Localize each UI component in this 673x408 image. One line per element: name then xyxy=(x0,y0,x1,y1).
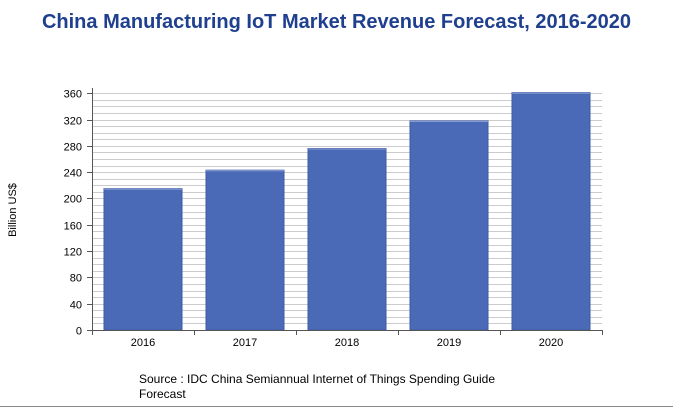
bar-2020 xyxy=(511,92,591,331)
y-tick-label: 120 xyxy=(64,247,82,259)
y-tick-label: 360 xyxy=(64,89,82,101)
y-tick-label: 320 xyxy=(64,116,82,128)
x-tick-label: 2018 xyxy=(335,337,359,349)
y-tick-labels: 0 40 80 120 160 200 240 280 320 360 xyxy=(64,89,82,338)
y-tick-label: 160 xyxy=(64,221,82,233)
bar-2018 xyxy=(307,148,387,331)
x-tick-label: 2016 xyxy=(131,337,155,349)
chart-title: China Manufacturing IoT Market Revenue F… xyxy=(41,11,632,33)
axes xyxy=(87,88,603,335)
y-tick-label: 0 xyxy=(76,326,82,338)
x-tick-labels: 2016 2017 2018 2019 2020 xyxy=(131,337,563,349)
x-tick-label: 2020 xyxy=(539,337,563,349)
y-tick-label: 200 xyxy=(64,194,82,206)
bottom-divider xyxy=(0,406,673,407)
y-tick-label: 280 xyxy=(64,142,82,154)
source-note: Source : IDC China Semiannual Internet o… xyxy=(139,372,495,401)
y-tick-label: 240 xyxy=(64,168,82,180)
x-tick-label: 2019 xyxy=(437,337,461,349)
y-tick-label: 40 xyxy=(70,300,82,312)
y-tick-label: 80 xyxy=(70,273,82,285)
x-tick-label: 2017 xyxy=(233,337,257,349)
bars xyxy=(103,92,591,331)
bar-2019 xyxy=(409,120,489,331)
bar-2016 xyxy=(103,188,183,331)
bar-2017 xyxy=(205,169,285,331)
